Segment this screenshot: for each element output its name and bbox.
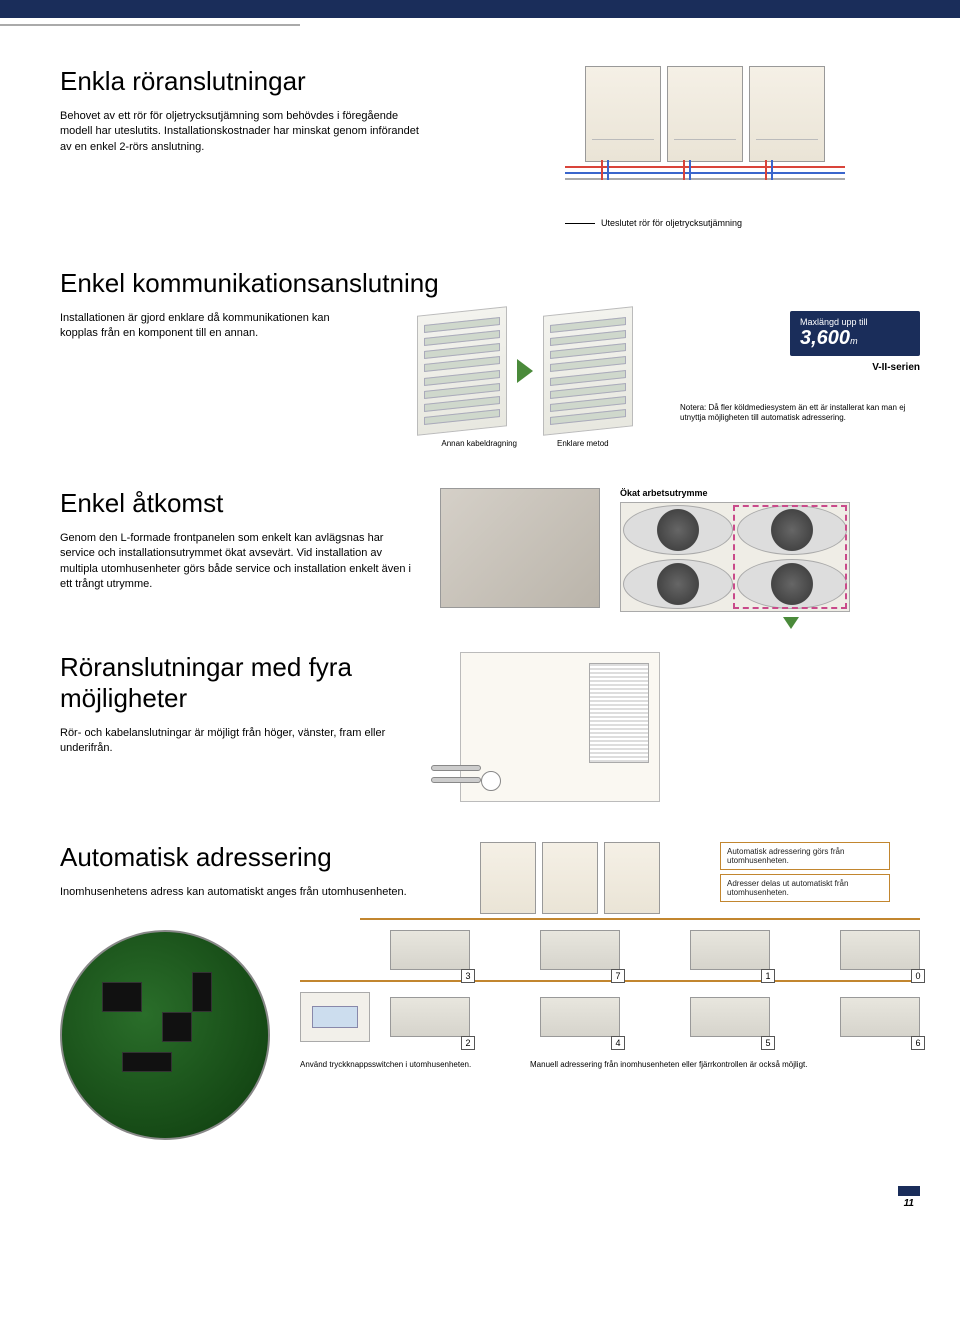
address-number: 7 — [611, 969, 625, 983]
addressing-title: Automatisk adressering — [60, 842, 460, 873]
outdoor-units-diagram — [565, 66, 845, 162]
manual-caption: Manuell adressering från inomhusenheten … — [530, 1060, 920, 1069]
fourway-body: Rör- och kabelanslutningar är möjligt fr… — [60, 726, 420, 757]
workspace-label: Ökat arbetsutrymme — [620, 488, 920, 498]
outdoor-unit — [585, 66, 661, 162]
address-number: 1 — [761, 969, 775, 983]
access-photo — [440, 488, 600, 608]
indoor-unit: 0 — [840, 930, 920, 970]
pcb-photo — [60, 930, 270, 1140]
wiring-line — [360, 918, 920, 920]
indoor-unit: 4 — [540, 997, 620, 1037]
address-number: 6 — [911, 1036, 925, 1050]
outdoor-unit — [667, 66, 743, 162]
switch-caption: Använd tryckknappsswitchen i utomhusenhe… — [300, 1060, 500, 1069]
indoor-units-row-1: 3 7 1 0 — [300, 930, 920, 970]
header-bar — [0, 0, 960, 18]
fourway-title: Röranslutningar med fyra möjligheter — [60, 652, 440, 714]
wiring-line — [300, 980, 920, 982]
address-number: 5 — [761, 1036, 775, 1050]
indoor-unit: 7 — [540, 930, 620, 970]
indoor-unit: 1 — [690, 930, 770, 970]
section-access: Enkel åtkomst Genom den L-formade frontp… — [60, 488, 920, 612]
access-body: Genom den L-formade frontpanelen som enk… — [60, 531, 420, 593]
indoor-unit: 3 — [390, 930, 470, 970]
page-number: 11 — [60, 1180, 920, 1217]
maxlength-badge: Maxlängd upp till 3,600m — [790, 311, 920, 356]
remote-controller — [300, 992, 370, 1042]
label-simpler-method: Enklare metod — [557, 439, 609, 448]
indoor-unit: 6 — [840, 997, 920, 1037]
header-rule — [0, 24, 300, 26]
communication-title: Enkel kommunikationsanslutning — [60, 268, 920, 299]
fan-units-diagram — [620, 502, 850, 612]
arrow-down-icon — [783, 617, 799, 629]
label-other-wiring: Annan kabeldragning — [441, 439, 517, 448]
indoor-unit: 2 — [390, 997, 470, 1037]
building-diagram — [370, 311, 680, 431]
addressing-tag-2: Adresser delas ut automatiskt från utomh… — [720, 874, 890, 902]
section-communication: Enkel kommunikationsanslutning Installat… — [60, 268, 920, 448]
building-right — [543, 306, 633, 435]
section-fourway: Röranslutningar med fyra möjligheter Rör… — [60, 652, 920, 802]
address-number: 3 — [461, 969, 475, 983]
section-addressing: Automatisk adressering Inomhusenhetens a… — [60, 842, 920, 1140]
outdoor-unit — [480, 842, 536, 914]
communication-body: Installationen är gjord enklare då kommu… — [60, 311, 370, 342]
access-title: Enkel åtkomst — [60, 488, 420, 519]
building-left — [417, 306, 507, 435]
indoor-units-row-2: 2 4 5 6 — [390, 997, 920, 1037]
address-number: 0 — [911, 969, 925, 983]
arrow-right-icon — [517, 359, 533, 383]
addressing-tag-1: Automatisk adressering görs från utomhus… — [720, 842, 890, 870]
section-piping: Enkla röranslutningar Behovet av ett rör… — [60, 66, 920, 228]
building-labels: Annan kabeldragning Enklare metod — [370, 439, 680, 448]
piping-body: Behovet av ett rör för oljetrycksutjämni… — [60, 109, 420, 155]
highlight-box — [733, 505, 847, 609]
outdoor-unit — [604, 842, 660, 914]
outdoor-unit — [749, 66, 825, 162]
addressing-body: Inomhusenhetens adress kan automatiskt a… — [60, 885, 420, 900]
addressing-outdoor-units — [480, 842, 700, 914]
piping-caption: Uteslutet rör för oljetrycksutjämning — [565, 218, 845, 228]
fourway-diagram — [460, 652, 660, 802]
address-number: 4 — [611, 1036, 625, 1050]
piping-title: Enkla röranslutningar — [60, 66, 490, 97]
indoor-unit: 5 — [690, 997, 770, 1037]
outdoor-unit — [542, 842, 598, 914]
series-label: V-II-serien — [790, 362, 920, 373]
address-number: 2 — [461, 1036, 475, 1050]
piping-lines — [565, 162, 845, 188]
communication-note: Notera: Då fler köldmediesystem än ett ä… — [680, 403, 910, 424]
